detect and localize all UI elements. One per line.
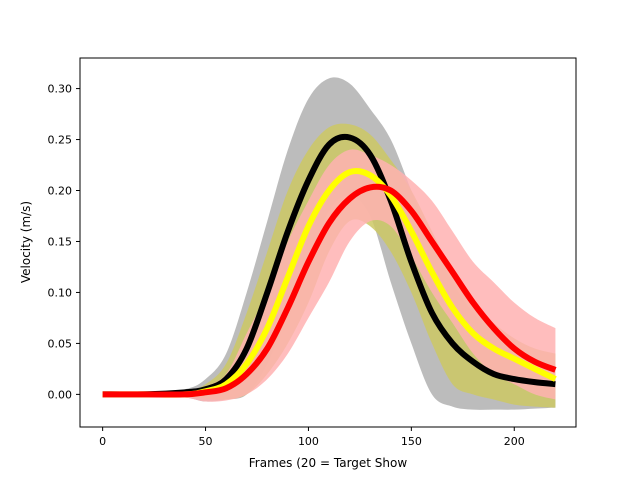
y-tick-label: 0.10 bbox=[48, 286, 73, 299]
series-lines bbox=[102, 133, 557, 398]
series-2-confidence-band bbox=[102, 123, 556, 408]
x-axis-label: Frames (20 = Target Show bbox=[249, 456, 408, 470]
x-tick-label: 100 bbox=[298, 435, 319, 448]
y-tick-label: 0.20 bbox=[48, 185, 73, 198]
plot-frame bbox=[79, 57, 577, 428]
y-tick-label: 0.05 bbox=[48, 337, 73, 350]
x-tick-label: 0 bbox=[99, 435, 106, 448]
x-tick-label: 50 bbox=[199, 435, 213, 448]
y-axis-label: Velocity (m/s) bbox=[19, 201, 33, 283]
series-3-confidence-band bbox=[102, 149, 556, 402]
y-tick-label: 0.15 bbox=[48, 235, 73, 248]
y-tick-label: 0.30 bbox=[48, 83, 73, 96]
x-tick-label: 200 bbox=[504, 435, 525, 448]
y-tick-label: 0.25 bbox=[48, 134, 73, 147]
y-axis-ticks: 0.00 0.05 0.10 0.15 0.20 0.25 0.30 bbox=[48, 83, 80, 401]
x-tick-label: 150 bbox=[401, 435, 422, 448]
x-axis-ticks: 0 50 100 150 200 bbox=[99, 427, 525, 448]
series-3-mean-line bbox=[102, 183, 557, 398]
y-tick-label: 0.00 bbox=[48, 388, 73, 401]
